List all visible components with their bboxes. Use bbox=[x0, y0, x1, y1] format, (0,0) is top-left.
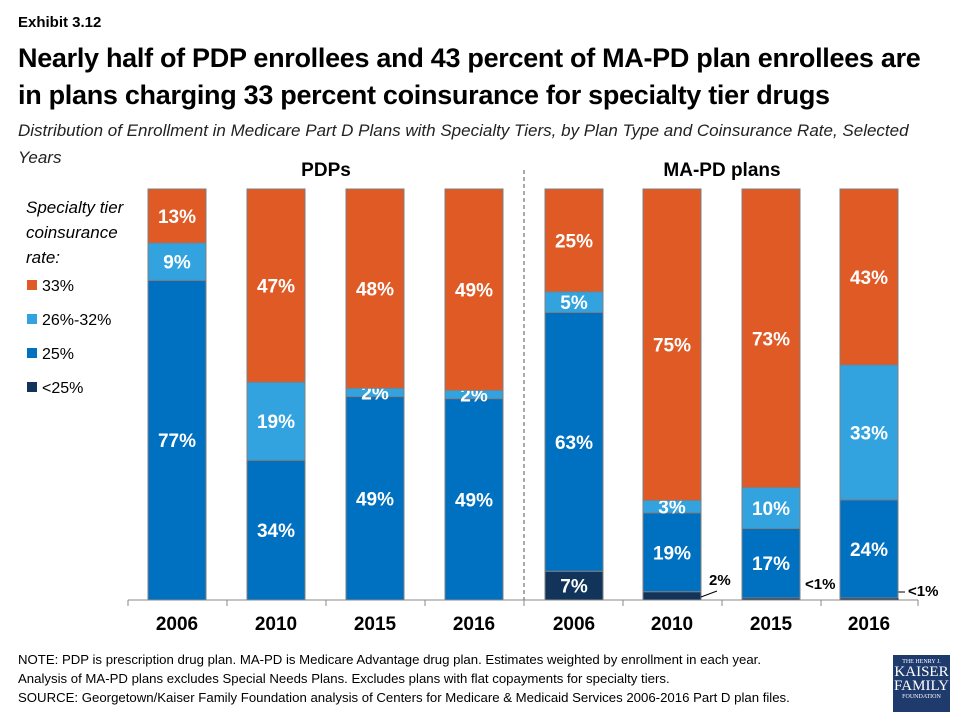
exhibit-label: Exhibit 3.12 bbox=[18, 14, 102, 31]
data-label: 7% bbox=[560, 577, 588, 598]
data-label: 33% bbox=[850, 423, 888, 444]
data-label: 34% bbox=[257, 521, 295, 542]
data-label: 13% bbox=[158, 207, 196, 228]
chart-subtitle: Distribution of Enrollment in Medicare P… bbox=[18, 121, 909, 167]
chart-title: Nearly half of PDP enrollees and 43 perc… bbox=[18, 43, 921, 110]
bar-segment bbox=[444, 398, 504, 601]
data-label: 49% bbox=[455, 281, 493, 302]
bar-segment bbox=[839, 499, 899, 599]
source-line: SOURCE: Georgetown/Kaiser Family Foundat… bbox=[18, 690, 790, 705]
x-tick-label: 2016 bbox=[848, 614, 890, 635]
data-label: 49% bbox=[455, 490, 493, 511]
legend-title: Specialty tier bbox=[26, 198, 125, 217]
data-label: 24% bbox=[850, 540, 888, 561]
group-label: MA-PD plans bbox=[663, 160, 780, 181]
data-label: 19% bbox=[653, 543, 691, 564]
legend-entry: <25% bbox=[42, 380, 83, 397]
bar-segment bbox=[642, 512, 702, 593]
data-label: 3% bbox=[658, 498, 686, 519]
legend-swatch bbox=[27, 348, 37, 358]
data-label: 10% bbox=[752, 499, 790, 520]
label-leader bbox=[897, 591, 905, 600]
data-label: 25% bbox=[555, 231, 593, 252]
bar-segment bbox=[147, 242, 207, 281]
data-label: 5% bbox=[560, 293, 588, 314]
legend-swatch bbox=[27, 314, 37, 324]
data-label: 9% bbox=[163, 253, 191, 274]
x-tick-label: 2015 bbox=[354, 614, 397, 635]
legend-entry: 26%-32% bbox=[42, 312, 111, 329]
label-leader bbox=[700, 590, 718, 598]
bar-segment bbox=[544, 188, 604, 293]
notes: NOTE: PDP is prescription drug plan. MA-… bbox=[18, 650, 878, 707]
bar-segment bbox=[544, 570, 604, 601]
bar-segment bbox=[246, 381, 306, 461]
data-label: 63% bbox=[555, 433, 593, 454]
data-label: 49% bbox=[356, 489, 394, 510]
data-label: 48% bbox=[356, 280, 394, 301]
x-tick-label: 2006 bbox=[156, 614, 198, 635]
bar-segment bbox=[345, 188, 405, 389]
bar-segment bbox=[741, 487, 801, 529]
legend-entry: 33% bbox=[42, 278, 74, 295]
bar-segment bbox=[741, 188, 801, 489]
bar-segment bbox=[246, 188, 306, 383]
note-line: NOTE: PDP is prescription drug plan. MA-… bbox=[18, 652, 762, 667]
data-label: <1% bbox=[908, 583, 938, 600]
data-label: 47% bbox=[257, 277, 295, 298]
legend-swatch bbox=[27, 382, 37, 392]
data-label: 75% bbox=[653, 336, 691, 357]
note-line: Analysis of MA-PD plans excludes Special… bbox=[18, 671, 670, 686]
x-tick-label: 2016 bbox=[453, 614, 495, 635]
data-label: 43% bbox=[850, 268, 888, 289]
legend-entry: 25% bbox=[42, 346, 74, 363]
data-label: 2% bbox=[709, 572, 731, 589]
data-label: 17% bbox=[752, 554, 790, 575]
kff-logo: THE HENRY J. KAISER FAMILY FOUNDATION bbox=[893, 655, 950, 712]
bar-segment bbox=[345, 396, 405, 601]
bar-segment bbox=[839, 364, 899, 501]
bar-segment bbox=[642, 188, 702, 501]
data-label: 19% bbox=[257, 412, 295, 433]
bar-segment bbox=[147, 279, 207, 601]
legend-title: rate: bbox=[26, 248, 60, 267]
x-tick-label: 2015 bbox=[750, 614, 793, 635]
bar-segment bbox=[741, 527, 801, 599]
legend-title: coinsurance bbox=[26, 223, 118, 242]
x-tick-label: 2010 bbox=[255, 614, 297, 635]
bar-segment bbox=[839, 188, 899, 366]
data-label: 77% bbox=[158, 431, 196, 452]
data-label: 73% bbox=[752, 329, 790, 350]
bar-segment bbox=[544, 311, 604, 572]
data-label: <1% bbox=[805, 576, 835, 593]
x-tick-label: 2006 bbox=[553, 614, 595, 635]
group-label: PDPs bbox=[301, 160, 351, 181]
legend-swatch bbox=[27, 280, 37, 290]
x-tick-label: 2010 bbox=[651, 614, 693, 635]
bar-segment bbox=[444, 188, 504, 391]
bar-segment bbox=[147, 188, 207, 244]
bar-segment bbox=[642, 591, 702, 601]
